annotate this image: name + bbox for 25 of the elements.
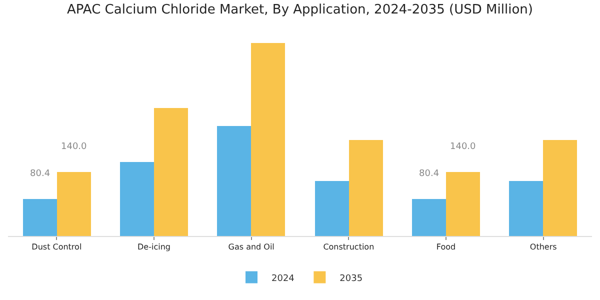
bar — [23, 199, 57, 236]
bar — [446, 172, 480, 236]
bar — [154, 108, 188, 236]
bar — [509, 181, 543, 236]
legend-label: 2035 — [340, 274, 363, 284]
bar — [412, 199, 446, 236]
legend-label: 2024 — [272, 274, 295, 284]
bar — [349, 140, 383, 236]
data-label: 80.4 — [30, 169, 50, 179]
data-label: 140.0 — [61, 142, 88, 152]
chart-title: APAC Calcium Chloride Market, By Application, 2024-2035 (USD Million) — [67, 2, 533, 18]
x-tick-label: Gas and Oil — [228, 242, 274, 252]
bar — [120, 162, 154, 236]
bar — [251, 43, 285, 236]
x-tick-label: Construction — [323, 242, 374, 252]
x-tick-label: De-icing — [138, 242, 170, 252]
data-label: 80.4 — [419, 169, 440, 179]
bar — [543, 140, 577, 236]
bar — [217, 126, 251, 236]
bar — [315, 181, 349, 236]
x-tick-label: Food — [436, 242, 456, 252]
x-tick-label: Dust Control — [32, 242, 82, 252]
x-tick-label: Others — [530, 242, 557, 252]
data-label: 140.0 — [450, 142, 476, 152]
bar — [57, 172, 91, 236]
